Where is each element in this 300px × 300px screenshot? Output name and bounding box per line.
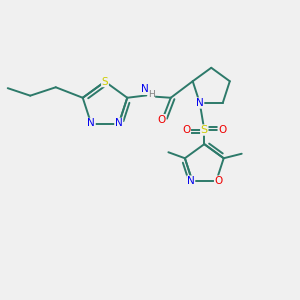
Text: O: O: [158, 115, 166, 125]
Text: N: N: [115, 118, 123, 128]
Text: N: N: [141, 84, 148, 94]
Text: S: S: [201, 125, 208, 135]
Text: O: O: [214, 176, 223, 186]
Text: N: N: [87, 118, 95, 128]
Text: H: H: [148, 90, 154, 99]
Text: O: O: [182, 125, 190, 135]
Text: N: N: [196, 98, 204, 108]
Text: N: N: [187, 176, 195, 186]
Text: O: O: [218, 125, 226, 135]
Text: S: S: [102, 76, 108, 87]
